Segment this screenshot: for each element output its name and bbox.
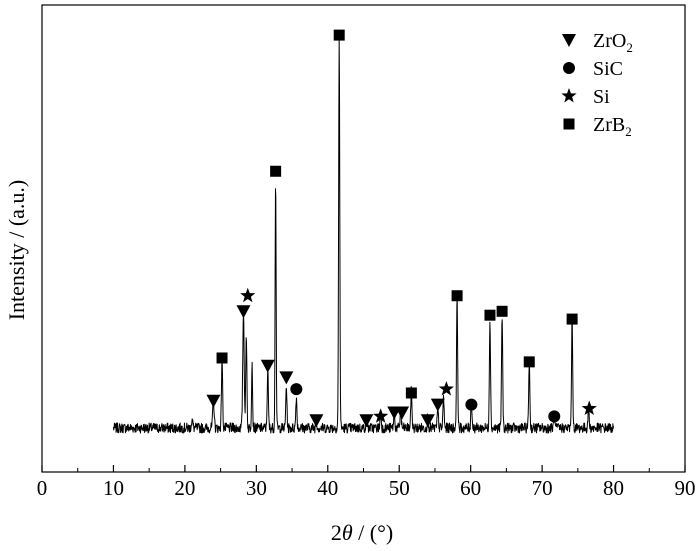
plot-area-border bbox=[41, 4, 686, 473]
legend-label: Si bbox=[593, 86, 610, 108]
x-tick-label: 60 bbox=[460, 476, 481, 500]
sic-peak-marker bbox=[290, 383, 303, 396]
zro2-peak-marker bbox=[420, 414, 435, 428]
si-peak-marker bbox=[438, 381, 454, 396]
xrd-pattern-line bbox=[112, 36, 615, 434]
legend-label-text: ZrO bbox=[593, 30, 626, 52]
plot-frame bbox=[41, 4, 686, 473]
x-tick-label: 50 bbox=[389, 476, 410, 500]
legend-label-text: ZrB bbox=[593, 114, 625, 136]
x-axis-title-prefix: 2 bbox=[331, 520, 342, 545]
legend-label: SiC bbox=[593, 58, 623, 80]
zrb2-peak-marker bbox=[405, 387, 417, 399]
x-tick-label: 10 bbox=[103, 476, 124, 500]
zrb2-peak-marker bbox=[496, 305, 508, 317]
x-tick-label: 90 bbox=[675, 476, 696, 500]
legend-si-marker bbox=[561, 88, 577, 103]
sic-peak-marker bbox=[548, 410, 561, 423]
zro2-peak-marker bbox=[359, 414, 374, 428]
zro2-peak-marker bbox=[309, 414, 324, 428]
legend-label-text: Si bbox=[593, 86, 610, 108]
zrb2-peak-marker bbox=[216, 352, 228, 364]
x-tick-label: 30 bbox=[246, 476, 267, 500]
sic-peak-marker bbox=[465, 398, 478, 411]
si-peak-marker bbox=[373, 408, 389, 423]
si-peak-marker bbox=[240, 287, 256, 303]
zrb2-peak-marker bbox=[451, 290, 463, 302]
zrb2-peak-marker bbox=[484, 309, 496, 321]
zro2-peak-marker bbox=[260, 359, 275, 373]
zrb2-peak-marker bbox=[333, 29, 345, 41]
x-axis-ticks bbox=[41, 465, 686, 472]
x-tick-label: 70 bbox=[532, 476, 553, 500]
legend-zrb2-marker bbox=[563, 118, 575, 130]
zrb2-peak-marker bbox=[523, 356, 535, 368]
phase-markers bbox=[206, 29, 597, 428]
zro2-peak-marker bbox=[279, 371, 294, 385]
x-axis-title-suffix: / (°) bbox=[353, 520, 394, 545]
si-peak-marker bbox=[581, 400, 597, 416]
legend-label: ZrO2 bbox=[593, 30, 633, 55]
zrb2-peak-marker bbox=[270, 165, 282, 177]
legend-label-subscript: 2 bbox=[626, 40, 633, 55]
x-axis-tick-labels: 0 10 20 30 40 50 60 70 80 90 bbox=[37, 476, 696, 500]
zro2-peak-marker bbox=[206, 394, 221, 408]
legend-label-subscript: 2 bbox=[625, 124, 632, 139]
legend-label-text: SiC bbox=[593, 58, 623, 80]
legend-sic-marker bbox=[563, 62, 575, 74]
x-axis-title: 2θ / (°) bbox=[331, 520, 393, 545]
x-tick-label: 80 bbox=[603, 476, 624, 500]
zro2-peak-marker bbox=[236, 305, 251, 319]
x-axis-title-theta: θ bbox=[342, 520, 353, 545]
y-axis-title: Intensity / (a.u.) bbox=[4, 180, 29, 321]
zrb2-peak-marker bbox=[566, 313, 578, 325]
legend-label: ZrB2 bbox=[593, 114, 632, 139]
zro2-peak-marker bbox=[430, 398, 445, 412]
x-tick-label: 20 bbox=[174, 476, 195, 500]
zro2-peak-marker bbox=[395, 406, 410, 420]
x-tick-label: 0 bbox=[37, 476, 48, 500]
legend-zro2-marker bbox=[562, 34, 576, 47]
x-tick-label: 40 bbox=[317, 476, 338, 500]
